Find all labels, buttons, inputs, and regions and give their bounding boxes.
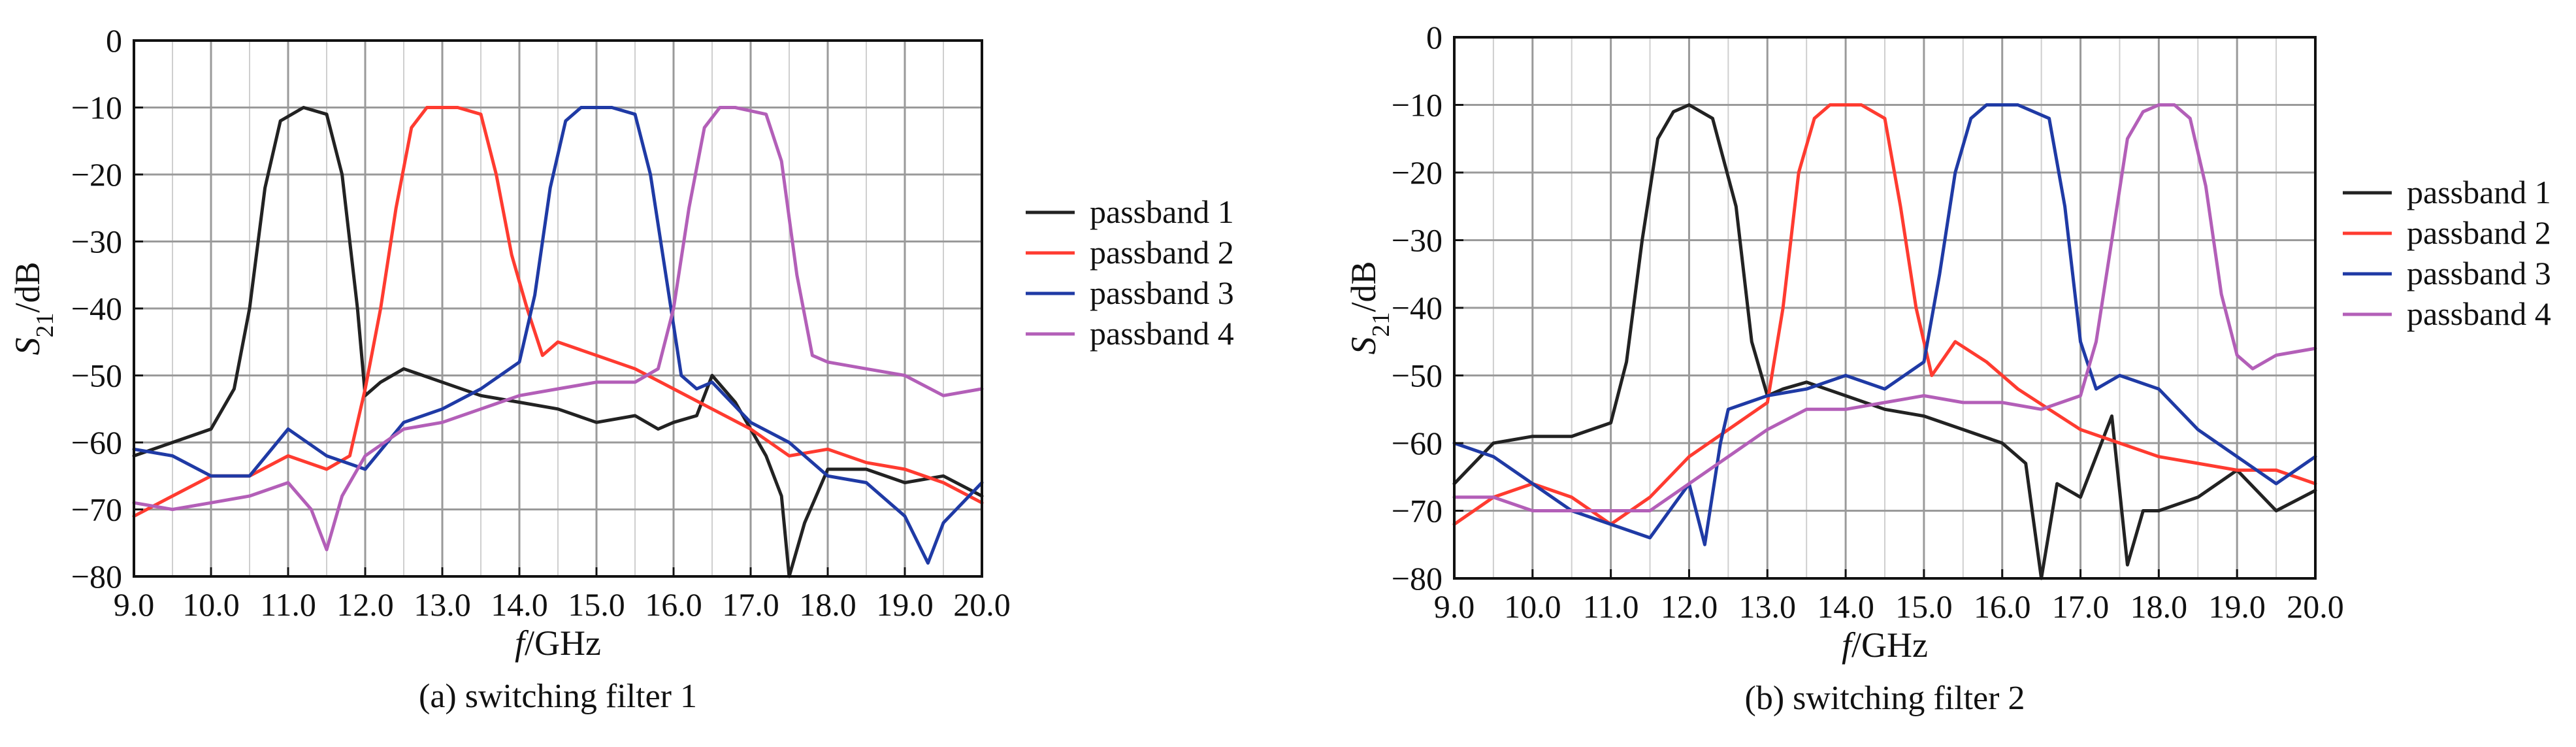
series-line-passband-1 bbox=[132, 106, 984, 578]
x-tick-label: 19.0 bbox=[2208, 588, 2266, 625]
y-axis-title: S21/dB bbox=[8, 261, 59, 355]
x-tick-label: 14.0 bbox=[1817, 588, 1874, 625]
legend-label-passband-3: passband 3 bbox=[2407, 255, 2551, 291]
y-tick-label: −30 bbox=[1392, 222, 1443, 259]
x-tick-label: 17.0 bbox=[2052, 588, 2110, 625]
series-line-passband-3 bbox=[132, 106, 984, 565]
grid bbox=[133, 39, 983, 578]
y-tick-label: −40 bbox=[1392, 290, 1443, 326]
x-tick-label: 16.0 bbox=[1974, 588, 2031, 625]
legend: passband 1 passband 2 passband 3 passband 4 bbox=[2343, 174, 2551, 332]
legend-label-passband-2: passband 2 bbox=[1090, 234, 1234, 271]
y-tick-label: −20 bbox=[71, 156, 122, 193]
x-tick-label: 15.0 bbox=[568, 586, 625, 623]
legend-label-passband-4: passband 4 bbox=[2407, 295, 2551, 332]
y-tick-label: −20 bbox=[1392, 154, 1443, 191]
y-tick-label: −50 bbox=[1392, 357, 1443, 394]
legend-label-passband-2: passband 2 bbox=[2407, 214, 2551, 251]
y-tick-label: −80 bbox=[1392, 560, 1443, 597]
y-tick-label: −40 bbox=[71, 290, 122, 327]
y-axis-title: S21/dB bbox=[1344, 261, 1395, 354]
series-line-passband-1 bbox=[1452, 103, 2317, 580]
x-tick-label: 10.0 bbox=[1504, 588, 1561, 625]
y-tick-label: −10 bbox=[1392, 87, 1443, 124]
legend-label-passband-1: passband 1 bbox=[2407, 174, 2551, 210]
y-tick-label: −10 bbox=[71, 90, 122, 126]
x-tick-label: 17.0 bbox=[722, 586, 779, 623]
x-tick-label: 11.0 bbox=[1583, 588, 1639, 625]
series-line-passband-4 bbox=[132, 106, 984, 552]
panel-caption: (a) switching filter 1 bbox=[419, 678, 697, 715]
x-tick-label: 12.0 bbox=[1661, 588, 1718, 625]
y-tick-label: −30 bbox=[71, 224, 122, 260]
x-tick-label: 12.0 bbox=[336, 586, 394, 623]
x-tick-label: 14.0 bbox=[491, 586, 548, 623]
x-tick-label: 18.0 bbox=[799, 586, 856, 623]
x-tick-label: 13.0 bbox=[1739, 588, 1797, 625]
legend-label-passband-3: passband 3 bbox=[1090, 274, 1234, 311]
y-tick-label: −50 bbox=[71, 357, 122, 394]
y-tick-label: 0 bbox=[106, 22, 122, 59]
panel-caption: (b) switching filter 2 bbox=[1745, 680, 2025, 717]
legend-label-passband-1: passband 1 bbox=[1090, 193, 1234, 230]
legend-label-passband-4: passband 4 bbox=[1090, 315, 1234, 352]
series-line-passband-2 bbox=[132, 106, 984, 518]
x-tick-label: 20.0 bbox=[2287, 588, 2344, 625]
x-tick-label: 13.0 bbox=[414, 586, 471, 623]
chart-panel-1: 9.0 10.0 11.0 12.0 13.0 14.0 15.0 16.0 17.0 18.0 1… bbox=[8, 22, 1234, 715]
x-tick-label: 15.0 bbox=[1895, 588, 1953, 625]
chart-panel-2: 9.0 10.0 11.0 12.0 13.0 14.0 15.0 16.0 17.0 18.0 1… bbox=[1344, 19, 2551, 717]
x-tick-label: 9.0 bbox=[114, 586, 155, 623]
x-axis-title: f/GHz bbox=[515, 623, 601, 663]
x-tick-label: 16.0 bbox=[645, 586, 702, 623]
y-tick-label: −60 bbox=[71, 424, 122, 461]
x-tick-label: 20.0 bbox=[953, 586, 1011, 623]
series-line-passband-3 bbox=[1452, 103, 2317, 546]
y-tick-label: −80 bbox=[71, 558, 122, 595]
x-tick-label: 11.0 bbox=[260, 586, 316, 623]
y-tick-label: −70 bbox=[1392, 493, 1443, 529]
y-tick-label: 0 bbox=[1426, 19, 1443, 56]
series-line-passband-2 bbox=[1452, 103, 2317, 526]
x-tick-label: 19.0 bbox=[876, 586, 934, 623]
x-tick-label: 10.0 bbox=[182, 586, 240, 623]
x-tick-label: 18.0 bbox=[2130, 588, 2188, 625]
x-tick-label: 9.0 bbox=[1434, 588, 1475, 625]
y-tick-label: −70 bbox=[71, 491, 122, 528]
x-axis-title: f/GHz bbox=[1842, 625, 1928, 665]
series-line-passband-4 bbox=[1452, 103, 2317, 512]
y-tick-label: −60 bbox=[1392, 425, 1443, 461]
